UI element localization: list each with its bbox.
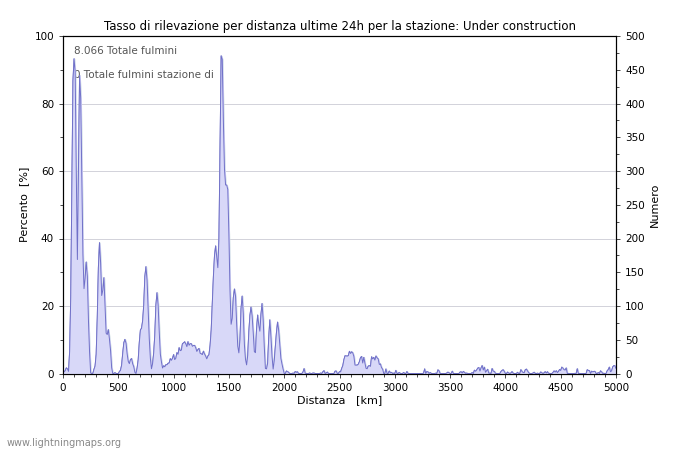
Text: www.lightningmaps.org: www.lightningmaps.org xyxy=(7,437,122,447)
Text: 0 Totale fulmini stazione di: 0 Totale fulmini stazione di xyxy=(74,70,214,80)
Title: Tasso di rilevazione per distanza ultime 24h per la stazione: Under construction: Tasso di rilevazione per distanza ultime… xyxy=(104,20,575,33)
X-axis label: Distanza   [km]: Distanza [km] xyxy=(297,395,382,405)
Y-axis label: Percento  [%]: Percento [%] xyxy=(19,167,29,243)
Y-axis label: Numero: Numero xyxy=(650,183,660,227)
Text: 8.066 Totale fulmini: 8.066 Totale fulmini xyxy=(74,46,177,56)
